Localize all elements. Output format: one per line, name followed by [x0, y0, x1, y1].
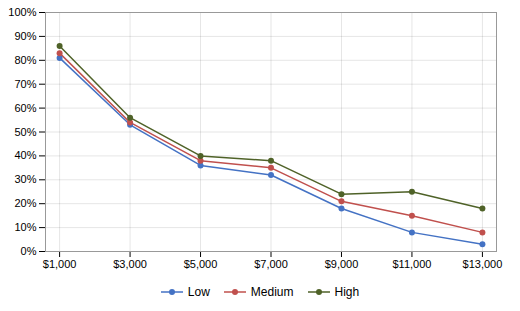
svg-text:70%: 70% [14, 78, 36, 90]
svg-text:20%: 20% [14, 197, 36, 209]
svg-text:60%: 60% [14, 102, 36, 114]
svg-text:$3,000: $3,000 [113, 258, 147, 270]
html-text:Low: Low [187, 285, 210, 299]
svg-text:0%: 0% [21, 245, 37, 257]
svg-text:100%: 100% [8, 6, 36, 18]
svg-text:$1,000: $1,000 [43, 258, 77, 270]
svg-text:$5,000: $5,000 [184, 258, 218, 270]
svg-text:$9,000: $9,000 [325, 258, 359, 270]
html-text:High: High [334, 285, 360, 299]
svg-text:80%: 80% [14, 54, 36, 66]
svg-text:40%: 40% [14, 149, 36, 161]
svg-text:$13,000: $13,000 [463, 258, 503, 270]
svg-text:$7,000: $7,000 [254, 258, 288, 270]
svg-text:50%: 50% [14, 126, 36, 138]
svg-text:30%: 30% [14, 173, 36, 185]
svg-text:90%: 90% [14, 30, 36, 42]
svg-text:$11,000: $11,000 [392, 258, 431, 270]
svg-text:10%: 10% [14, 221, 36, 233]
html-text:Medium: Medium [250, 285, 294, 299]
